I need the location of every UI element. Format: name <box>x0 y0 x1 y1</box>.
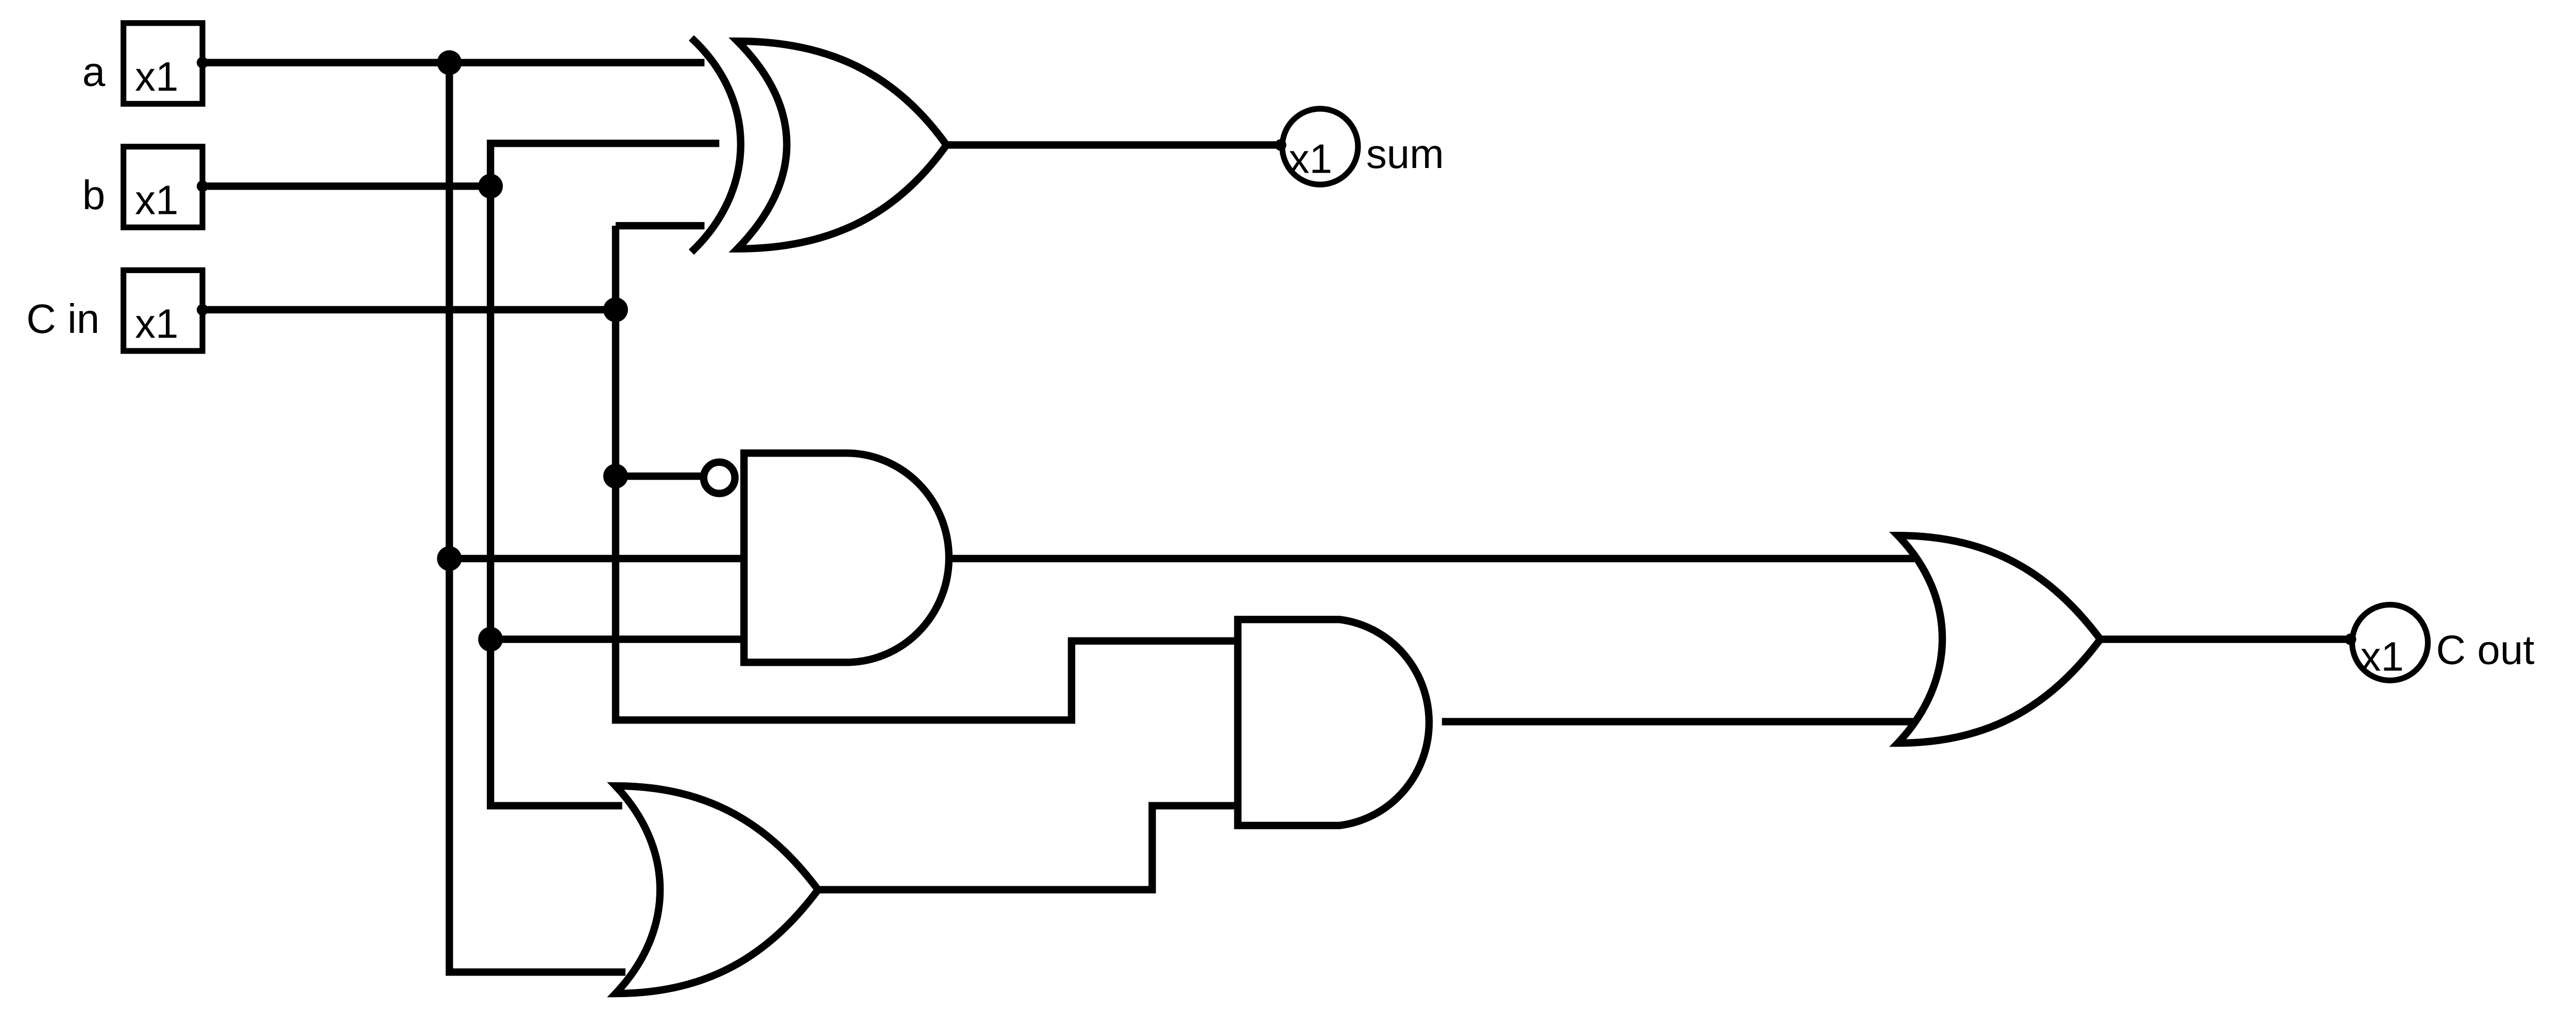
junction-a-and <box>437 546 462 571</box>
output-sum: x1 sum <box>1275 106 1444 188</box>
input-cin: C in x1 <box>26 267 209 354</box>
output-cout: x1 C out <box>2345 601 2534 684</box>
input-a: a x1 <box>82 20 209 107</box>
output-sum-value: x1 <box>1289 136 1332 182</box>
wire-or-ab-out <box>818 802 1238 894</box>
junctions <box>437 50 628 652</box>
and-gate-2 <box>1234 616 1433 830</box>
input-cin-value: x1 <box>135 300 178 346</box>
junction-cin <box>603 297 628 323</box>
input-a-value: x1 <box>135 54 178 99</box>
wires <box>202 59 2351 976</box>
inverter-bubble <box>700 458 739 497</box>
output-cout-value: x1 <box>2360 633 2403 679</box>
junction-a <box>437 50 462 75</box>
and-gate-1 <box>700 449 953 666</box>
wire-b-bus <box>486 186 622 810</box>
wire-b-xor <box>486 139 720 187</box>
output-cout-label: C out <box>2436 627 2534 673</box>
junction-cin-and <box>603 464 628 489</box>
input-b-value: x1 <box>135 177 178 223</box>
junction-b-and <box>478 627 503 652</box>
input-cin-label: C in <box>26 296 99 342</box>
input-a-label: a <box>82 48 106 94</box>
junction-b <box>478 174 503 199</box>
or-gate-ab <box>607 782 823 998</box>
wire-a-bus <box>446 62 626 976</box>
output-sum-label: sum <box>1366 131 1444 177</box>
xor-gate <box>688 35 951 255</box>
input-b: b x1 <box>82 143 209 230</box>
input-b-label: b <box>82 172 105 218</box>
or-gate-cout <box>1889 531 2105 747</box>
